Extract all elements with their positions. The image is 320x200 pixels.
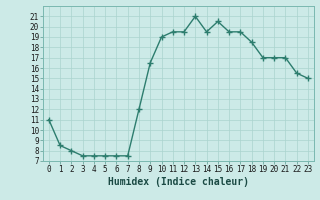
- X-axis label: Humidex (Indice chaleur): Humidex (Indice chaleur): [108, 177, 249, 187]
